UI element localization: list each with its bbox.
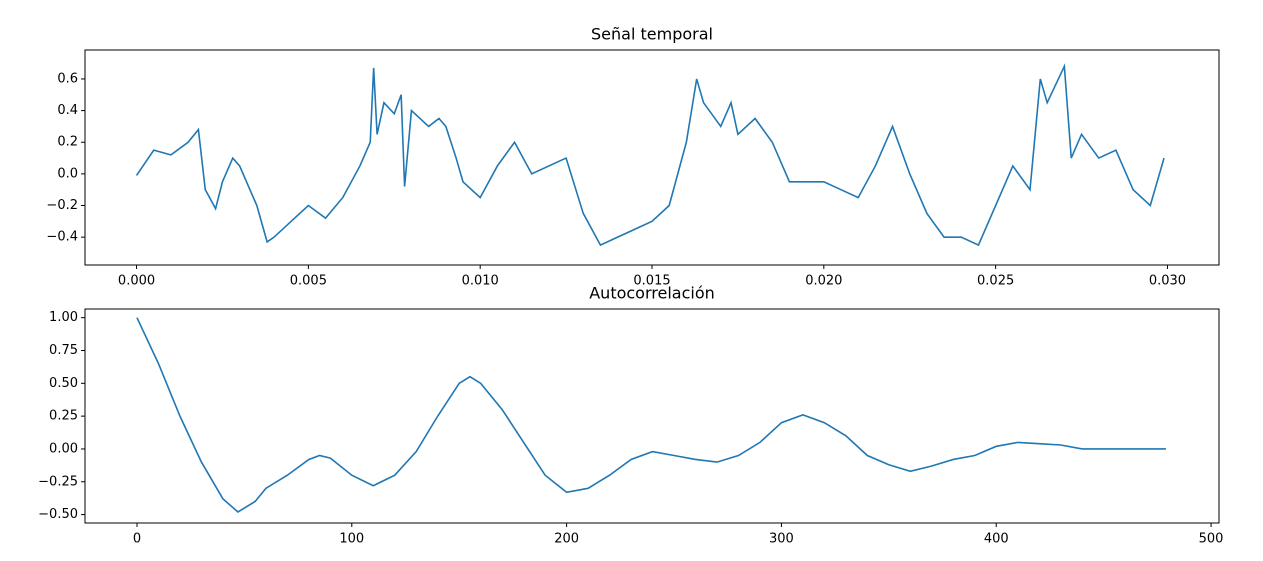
x-tick-label: 0.025 <box>977 274 1014 289</box>
y-tick-label: 0.75 <box>49 343 78 358</box>
x-tick-label: 200 <box>554 532 579 547</box>
x-tick-label: 0.030 <box>1149 274 1186 289</box>
y-tick-label: −0.4 <box>46 230 78 245</box>
y-tick-label: 0.4 <box>57 103 78 118</box>
x-tick-label: 400 <box>984 532 1009 547</box>
axes-frame <box>84 49 1220 266</box>
x-tick-label: 0 <box>133 532 141 547</box>
y-tick-label: 0.2 <box>57 135 78 150</box>
x-tick-label: 500 <box>1199 532 1224 547</box>
data-line <box>136 317 1166 513</box>
y-tick-label: 0.0 <box>57 166 78 181</box>
x-tick-label: 0.015 <box>633 274 670 289</box>
data-line <box>135 63 1165 247</box>
y-tick-label: −0.2 <box>46 198 78 213</box>
y-tick-label: 0.50 <box>49 376 78 391</box>
x-tick-label: 100 <box>339 532 364 547</box>
axes-frame <box>84 308 1220 524</box>
x-tick-label: 0.005 <box>290 274 327 289</box>
y-tick-label: −0.25 <box>38 474 78 489</box>
x-tick-label: 0.020 <box>805 274 842 289</box>
x-tick-label: 0.000 <box>118 274 155 289</box>
chart-title: Señal temporal <box>591 25 713 44</box>
y-tick-label: 0.6 <box>57 71 78 86</box>
x-tick-label: 0.010 <box>462 274 499 289</box>
y-tick-label: −0.50 <box>38 507 78 522</box>
y-tick-label: 1.00 <box>49 310 78 325</box>
chart-title: Autocorrelación <box>589 284 715 303</box>
y-tick-label: 0.00 <box>49 441 78 456</box>
x-tick-label: 300 <box>769 532 794 547</box>
y-tick-label: 0.25 <box>49 409 78 424</box>
